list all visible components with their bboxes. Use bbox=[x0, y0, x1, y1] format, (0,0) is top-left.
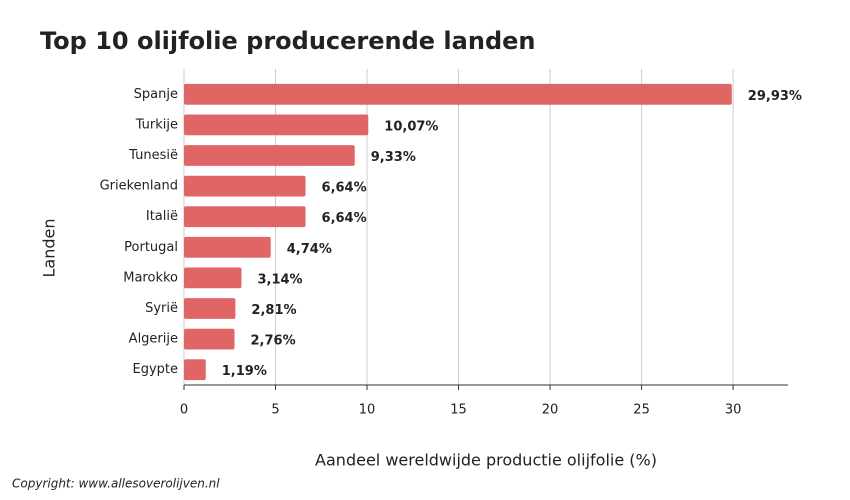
bar bbox=[184, 145, 355, 166]
y-tick-label: Spanje bbox=[134, 87, 178, 102]
value-label: 2,76% bbox=[251, 334, 296, 349]
chart-title: Top 10 olijfolie producerende landen bbox=[40, 27, 535, 55]
bar bbox=[184, 298, 236, 319]
y-tick-label: Egypte bbox=[132, 362, 178, 377]
bar bbox=[184, 83, 732, 105]
value-label: 3,14% bbox=[257, 272, 302, 287]
x-axis-label: Aandeel wereldwijde productie olijfolie … bbox=[315, 451, 657, 470]
x-tick-label: 15 bbox=[450, 403, 467, 418]
value-label: 1,19% bbox=[222, 364, 267, 379]
source: Copyright: www.allesoverolijven.nl bbox=[12, 477, 220, 491]
bar bbox=[184, 328, 235, 350]
value-label: 2,81% bbox=[251, 303, 296, 318]
bar bbox=[184, 175, 306, 197]
y-tick-label: Tunesië bbox=[128, 148, 178, 163]
x-tick-label: 30 bbox=[725, 403, 742, 418]
x-tick-label: 20 bbox=[542, 403, 559, 418]
value-label: 4,74% bbox=[287, 242, 332, 257]
y-tick-label: Marokko bbox=[123, 270, 178, 285]
y-axis-label: Landen bbox=[40, 219, 59, 278]
bar bbox=[184, 114, 369, 136]
x-tick-label: 10 bbox=[359, 403, 376, 418]
x-tick-label: 5 bbox=[271, 403, 279, 418]
y-tick-label: Algerije bbox=[129, 332, 178, 347]
x-tick-label: 0 bbox=[180, 403, 188, 418]
value-label: 9,33% bbox=[371, 150, 416, 165]
bar bbox=[184, 267, 242, 289]
y-tick-label: Italië bbox=[146, 209, 178, 224]
value-label: 6,64% bbox=[322, 211, 367, 226]
bar bbox=[184, 236, 271, 258]
bar bbox=[184, 359, 206, 381]
value-label: 10,07% bbox=[384, 119, 438, 134]
y-tick-label: Turkije bbox=[135, 117, 178, 132]
x-tick-label: 25 bbox=[633, 403, 650, 418]
value-label: 29,93% bbox=[748, 89, 802, 104]
y-tick-label: Griekenland bbox=[100, 179, 178, 194]
y-tick-label: Portugal bbox=[124, 240, 178, 255]
y-tick-label: Syrië bbox=[145, 301, 178, 316]
bar bbox=[184, 206, 306, 228]
value-label: 6,64% bbox=[322, 181, 367, 196]
